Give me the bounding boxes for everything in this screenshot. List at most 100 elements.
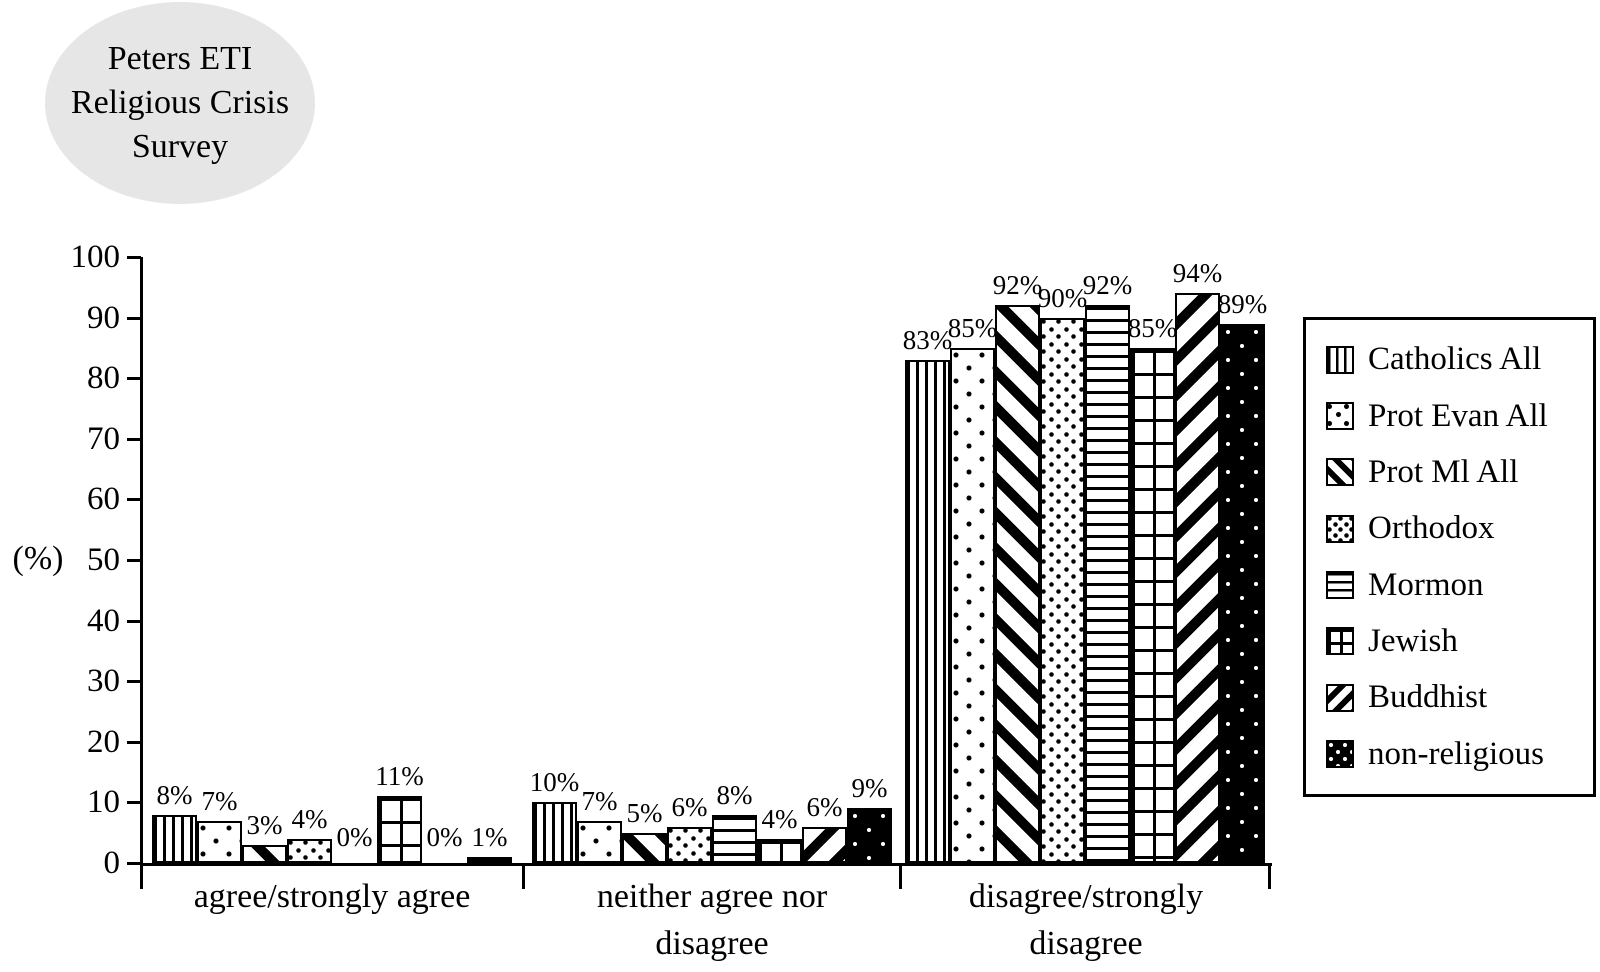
y-tick-label: 80 (87, 360, 120, 397)
bar-slot-prot-ml-all: 5% (622, 257, 667, 863)
y-tick-label: 30 (87, 663, 120, 700)
bar-value-label: 8% (716, 780, 753, 810)
y-tick-mark (127, 437, 141, 441)
legend-swatch-horizontal-stripes-icon (1326, 571, 1354, 600)
bar-slot-buddhist: 94% (1172, 257, 1223, 863)
legend-label: Prot Ml All (1368, 453, 1519, 490)
bar-value-label: 1% (471, 822, 508, 852)
bar-value-label: 4% (291, 804, 328, 834)
bar-slot-catholics-all: 10% (530, 257, 579, 863)
bar-value-label: 0% (336, 822, 373, 852)
legend-item-orthodox: Orthodox (1326, 512, 1593, 545)
bar-group-neither-agree-nor-disagree: 10% 7% 5% 6% 8% 4% 6% 9% (530, 257, 892, 863)
legend-item-mormon: Mormon (1326, 568, 1593, 602)
legend-swatch-grid-tiles-icon (1326, 627, 1354, 656)
bar-prot-evan-all (950, 348, 995, 863)
legend-label: non-religious (1368, 735, 1544, 772)
y-tick-label: 40 (87, 602, 120, 639)
bar-buddhist (802, 827, 847, 863)
bar-non-religious (847, 808, 892, 863)
legend-swatch-dense-dots-icon (1326, 514, 1354, 543)
bar-prot-ml-all (242, 845, 287, 863)
bar-catholics-all (905, 360, 950, 863)
category-label-line: neither agree nor (596, 878, 828, 915)
title-line: Religious Crisis (70, 83, 290, 121)
bar-value-label: 6% (806, 792, 843, 822)
category-label-1: agree/strongly agree (112, 874, 552, 921)
bar-slot-prot-evan-all: 7% (197, 257, 242, 863)
bar-value-label: 7% (581, 786, 618, 816)
legend-item-prot-evan-all: Prot Evan All (1326, 397, 1593, 434)
y-tick-mark (127, 498, 141, 502)
bar-slot-non-religious: 1% (467, 257, 512, 863)
bar-slot-orthodox: 6% (667, 257, 712, 863)
x-axis-line (140, 863, 1272, 866)
bar-value-label: 4% (761, 804, 798, 834)
bar-slot-non-religious: 9% (847, 257, 892, 863)
legend-item-buddhist: Buddhist (1326, 681, 1593, 714)
bar-slot-orthodox: 90% (1037, 257, 1088, 863)
legend-label: Jewish (1368, 622, 1458, 659)
legend: Catholics All Prot Evan All Prot Ml All Ort… (1303, 317, 1596, 797)
bar-group-disagree-strongly-disagree: 83% 85% 92% 90% 92% 85% 94% 89% (903, 257, 1267, 863)
y-tick-label: 50 (87, 542, 120, 578)
bar-buddhist (1175, 293, 1220, 863)
legend-swatch-sparse-dots-icon (1326, 402, 1354, 431)
bar-non-religious (467, 857, 512, 863)
bar-value-label: 90% (1037, 283, 1088, 313)
bar-prot-ml-all (995, 305, 1040, 863)
bar-prot-evan-all (197, 821, 242, 863)
y-tick-mark (127, 801, 141, 805)
legend-label: Orthodox (1368, 510, 1495, 547)
bar-value-label: 11% (375, 761, 424, 791)
x-tick-mark (140, 866, 143, 889)
y-tick-label: 100 (70, 239, 121, 275)
legend-item-non-religious: non-religious (1326, 735, 1593, 772)
legend-item-jewish: Jewish (1326, 622, 1593, 659)
legend-item-catholics-all: Catholics All (1326, 343, 1593, 376)
bar-value-label: 3% (246, 810, 283, 840)
y-tick-label: 90 (87, 299, 120, 336)
bar-slot-non-religious: 89% (1218, 257, 1267, 863)
bar-slot-catholics-all: 83% (903, 257, 952, 863)
bar-value-label: 8% (156, 780, 193, 810)
legend-item-prot-ml-all: Prot Ml All (1326, 453, 1593, 490)
category-label-line: agree/strongly agree (193, 878, 471, 915)
bar-mormon (1085, 305, 1130, 863)
title-bubble: Peters ETI Religious Crisis Survey (45, 2, 315, 204)
category-label-2: neither agree nor disagree (492, 874, 932, 968)
x-tick-mark (522, 866, 525, 889)
bar-group-agree-strongly-agree: 8% 7% 3% 4% 0% 11% 0% 1% (152, 257, 512, 863)
x-tick-mark (1268, 866, 1271, 889)
bar-slot-mormon: 8% (712, 257, 757, 863)
bar-value-label: 92% (1082, 270, 1133, 300)
bar-catholics-all (152, 815, 197, 863)
bar-slot-prot-evan-all: 85% (947, 257, 998, 863)
category-label-3: disagree/strongly disagree (866, 874, 1306, 968)
bar-slot-catholics-all: 8% (152, 257, 197, 863)
y-tick-label: 0 (103, 845, 121, 881)
legend-swatch-black-white-dots-icon (1326, 740, 1354, 769)
bar-value-label: 5% (626, 798, 663, 828)
y-tick-mark (127, 619, 141, 623)
bar-jewish (757, 839, 802, 863)
y-axis-line (140, 257, 143, 866)
legend-swatch-diagonal-down-stripes-icon (1326, 458, 1354, 487)
bar-jewish (1130, 348, 1175, 863)
y-tick-mark (127, 862, 141, 865)
y-tick-label: 70 (87, 420, 120, 457)
bar-value-label: 9% (851, 773, 888, 803)
bar-value-label: 92% (992, 270, 1043, 300)
bar-value-label: 94% (1172, 258, 1223, 288)
bar-value-label: 0% (426, 822, 463, 852)
y-tick-mark (127, 256, 141, 259)
bar-orthodox (287, 839, 332, 863)
bar-slot-mormon: 0% (332, 257, 377, 863)
legend-label: Prot Evan All (1368, 397, 1548, 434)
bar-slot-buddhist: 0% (422, 257, 467, 863)
y-tick-mark (127, 559, 141, 562)
y-tick-mark (127, 740, 141, 744)
bar-orthodox (667, 827, 712, 863)
bar-slot-buddhist: 6% (802, 257, 847, 863)
bar-value-label: 85% (947, 313, 998, 343)
